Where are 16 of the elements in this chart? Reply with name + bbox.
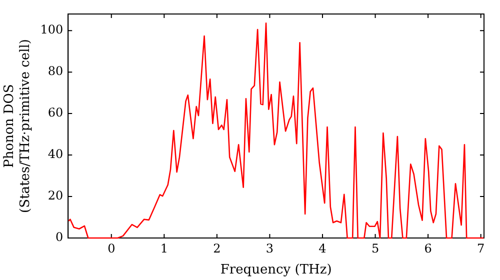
x-tick-label: 6 — [424, 241, 432, 256]
y-axis-title: Phonon DOS (States/THz·primitive cell) — [2, 38, 33, 214]
y-tick-label: 80 — [48, 64, 64, 78]
x-tick-label: 0 — [108, 241, 116, 256]
y-tick-label: 60 — [48, 106, 64, 120]
x-tick-label: 2 — [213, 241, 221, 256]
x-tick-label: 7 — [477, 241, 485, 256]
y-tick-label: 0 — [55, 230, 64, 244]
x-tick-label: 5 — [371, 241, 380, 256]
x-tick-label: 4 — [318, 241, 327, 256]
x-axis-title: Frequency (THz) — [220, 262, 332, 278]
y-tick-label: 20 — [48, 188, 64, 203]
x-tick-label: 3 — [266, 241, 274, 256]
x-tick-label: 1 — [160, 241, 168, 256]
y-tick-label: 100 — [40, 22, 64, 37]
y-tick-label: 40 — [48, 147, 64, 162]
